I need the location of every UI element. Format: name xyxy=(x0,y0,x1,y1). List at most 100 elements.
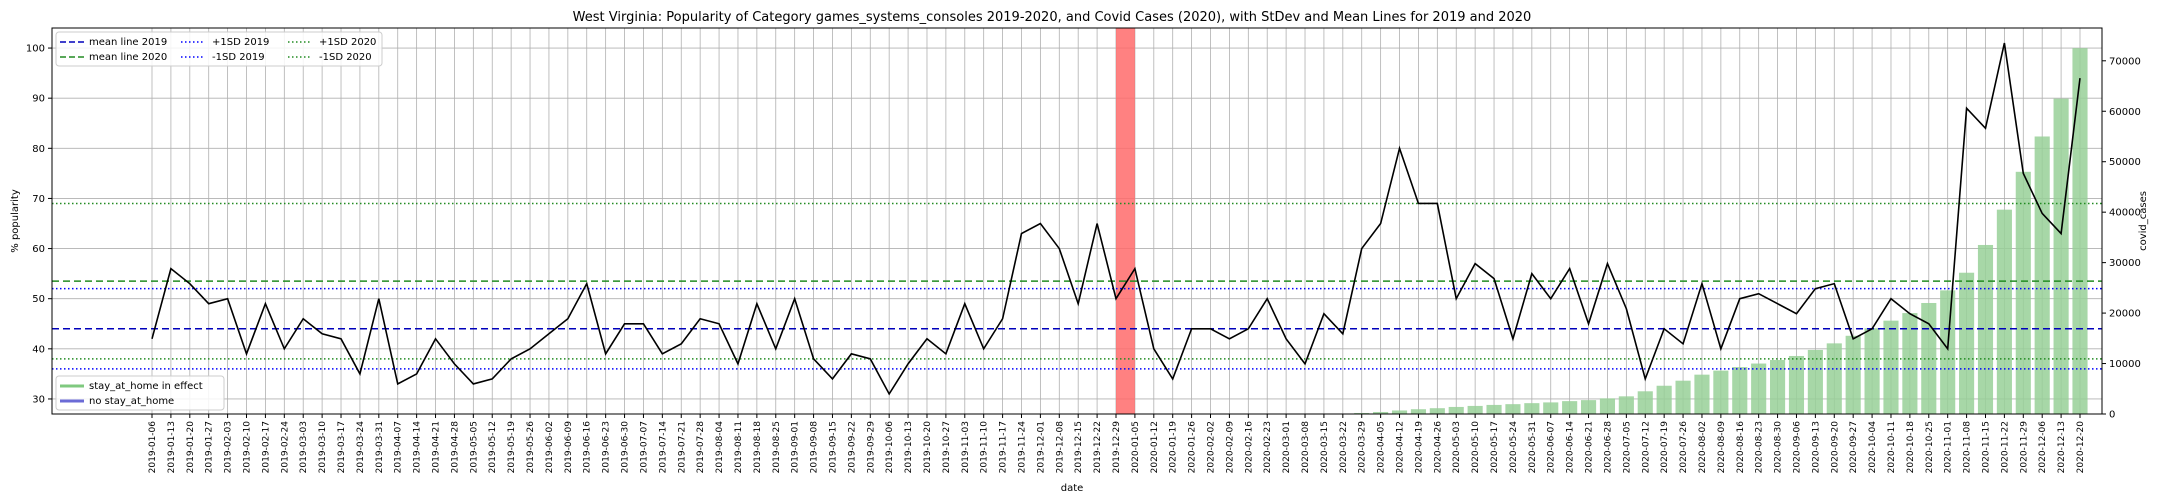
x-tick-label: 2019-02-03 xyxy=(224,421,234,473)
x-tick-label: 2020-09-20 xyxy=(1830,421,1840,474)
x-tick-label: 2019-06-02 xyxy=(545,421,555,473)
x-tick-label: 2020-03-15 xyxy=(1320,421,1330,473)
x-tick-label: 2019-10-27 xyxy=(942,421,952,473)
x-tick-label: 2019-06-30 xyxy=(621,421,631,474)
x-tick-label: 2020-05-03 xyxy=(1452,421,1462,473)
x-tick-label: 2020-07-12 xyxy=(1641,421,1651,473)
plot-frame xyxy=(51,27,2103,415)
x-tick-label: 2019-04-07 xyxy=(394,421,404,473)
reference-lines xyxy=(52,202,2102,370)
x-tick-label: 2019-03-31 xyxy=(375,421,385,473)
x-tick-label: 2020-04-26 xyxy=(1433,421,1443,474)
x-tick-label: 2020-12-06 xyxy=(2038,421,2048,474)
x-tick-label: 2020-11-01 xyxy=(1944,421,1954,473)
legend-label-no-stay-at-home: no stay_at_home xyxy=(89,396,174,407)
covid-bar xyxy=(1713,370,1729,414)
x-tick-label: 2020-09-13 xyxy=(1811,421,1821,473)
y-tick-label-right: 10000 xyxy=(2109,359,2141,370)
y-tick-label-right: 60000 xyxy=(2109,107,2141,118)
x-tick-label: 2020-03-22 xyxy=(1339,421,1349,473)
legend-top: mean line 2019 mean line 2020 +1SD 2019 … xyxy=(55,31,383,67)
x-tick-label: 2019-12-22 xyxy=(1093,421,1103,473)
x-tick-label: 2019-11-03 xyxy=(961,421,971,473)
y-tick-label-right: 50000 xyxy=(2109,157,2141,168)
x-tick-label: 2019-05-05 xyxy=(469,421,479,473)
legend-label-mean-2020: mean line 2020 xyxy=(89,52,167,63)
legend-label-minus1sd-2020: -1SD 2020 xyxy=(319,52,372,63)
covid-bar xyxy=(1373,411,1389,414)
x-tick-label: 2020-08-30 xyxy=(1774,421,1784,474)
x-tick-label: 2019-06-16 xyxy=(583,421,593,474)
x-tick-label: 2019-02-24 xyxy=(280,421,290,474)
x-tick-label: 2020-02-23 xyxy=(1263,421,1273,473)
stay-at-home-span xyxy=(1116,28,1135,414)
covid-bar xyxy=(1940,290,1956,414)
x-tick-label: 2020-02-02 xyxy=(1207,421,1217,473)
covid-bar xyxy=(1656,385,1672,414)
covid-bar xyxy=(2034,136,2050,415)
x-tick-label: 2020-03-08 xyxy=(1301,421,1311,474)
y-tick-label-left: 90 xyxy=(32,94,45,105)
x-tick-label: 2019-05-12 xyxy=(488,421,498,473)
x-tick-label: 2019-10-13 xyxy=(904,421,914,473)
x-tick-label: 2019-03-24 xyxy=(356,421,366,474)
covid-bar xyxy=(1410,409,1426,414)
x-tick-label: 2019-09-01 xyxy=(791,421,801,473)
y-axis-label-right: covid_cases xyxy=(2138,191,2149,251)
legend-bottom-box xyxy=(55,375,225,411)
covid-bar xyxy=(1524,403,1540,414)
covid-bar xyxy=(1543,402,1559,414)
y-tick-label-right: 30000 xyxy=(2109,258,2141,269)
x-tick-label: 2019-02-10 xyxy=(243,421,253,474)
x-tick-label: 2020-12-20 xyxy=(2076,421,2086,474)
x-tick-label: 2019-07-21 xyxy=(677,421,687,473)
covid-bar xyxy=(1788,355,1805,414)
y-tick-label-left: 30 xyxy=(32,394,45,405)
x-tick-label: 2019-08-18 xyxy=(753,421,763,474)
x-tick-label: 2019-01-27 xyxy=(205,421,215,473)
x-tick-label: 2020-06-07 xyxy=(1547,421,1557,473)
covid-bar xyxy=(1751,363,1767,414)
covid-bars xyxy=(1354,48,2088,415)
covid-bar xyxy=(2053,98,2069,414)
x-tick-label: 2020-04-19 xyxy=(1414,421,1424,474)
legend-bottom: stay_at_home in effect no stay_at_home xyxy=(55,375,225,411)
x-tick-label: 2020-08-02 xyxy=(1698,421,1708,473)
x-tick-label: 2019-08-25 xyxy=(772,421,782,473)
x-tick-label: 2019-04-14 xyxy=(413,421,423,474)
x-tick-label: 2019-12-08 xyxy=(1055,421,1065,474)
x-tick-label: 2019-07-07 xyxy=(639,421,649,473)
x-tick-label: 2020-01-05 xyxy=(1131,421,1141,473)
x-tick-label: 2020-12-13 xyxy=(2057,421,2067,473)
covid-bar xyxy=(2015,171,2031,414)
x-tick-label: 2020-11-22 xyxy=(2000,421,2010,473)
legend-label-stay-at-home: stay_at_home in effect xyxy=(89,381,203,392)
x-tick-label: 2020-06-21 xyxy=(1585,421,1595,473)
x-tick-label: 2020-06-28 xyxy=(1603,421,1613,474)
popularity-line xyxy=(151,42,2081,396)
covid-bar xyxy=(1770,360,1786,414)
x-tick-label: 2020-05-17 xyxy=(1490,421,1500,473)
y-axis-label-left: % popularity xyxy=(10,189,21,253)
x-tick-label: 2019-09-22 xyxy=(847,421,857,473)
y-tick-label-right: 70000 xyxy=(2109,56,2141,67)
y-tick-label-left: 80 xyxy=(32,144,45,155)
x-tick-label: 2019-07-28 xyxy=(696,421,706,474)
y-tick-label-left: 60 xyxy=(32,244,45,255)
x-tick-label: 2019-05-26 xyxy=(526,421,536,474)
y-axis-right: 0 10000 20000 30000 40000 50000 60000 70000 xyxy=(2102,56,2141,421)
x-tick-label: 2020-04-12 xyxy=(1396,421,1406,473)
legend-label-plus1sd-2019: +1SD 2019 xyxy=(212,37,269,48)
x-tick-label: 2020-01-26 xyxy=(1188,421,1198,474)
x-tick-label: 2019-09-08 xyxy=(810,421,820,474)
covid-bar xyxy=(1599,398,1616,414)
covid-bar xyxy=(1996,209,2012,414)
covid-bar xyxy=(1637,391,1653,414)
x-tick-label: 2020-09-27 xyxy=(1849,421,1859,473)
covid-bar xyxy=(1562,401,1578,414)
covid-bar xyxy=(1580,400,1597,414)
y-axis-left: 30 40 50 60 70 80 90 100 xyxy=(26,44,52,405)
x-tick-label: 2019-11-17 xyxy=(999,421,1009,473)
x-tick-label: 2019-01-20 xyxy=(186,421,196,474)
legend-label-mean-2019: mean line 2019 xyxy=(89,37,167,48)
